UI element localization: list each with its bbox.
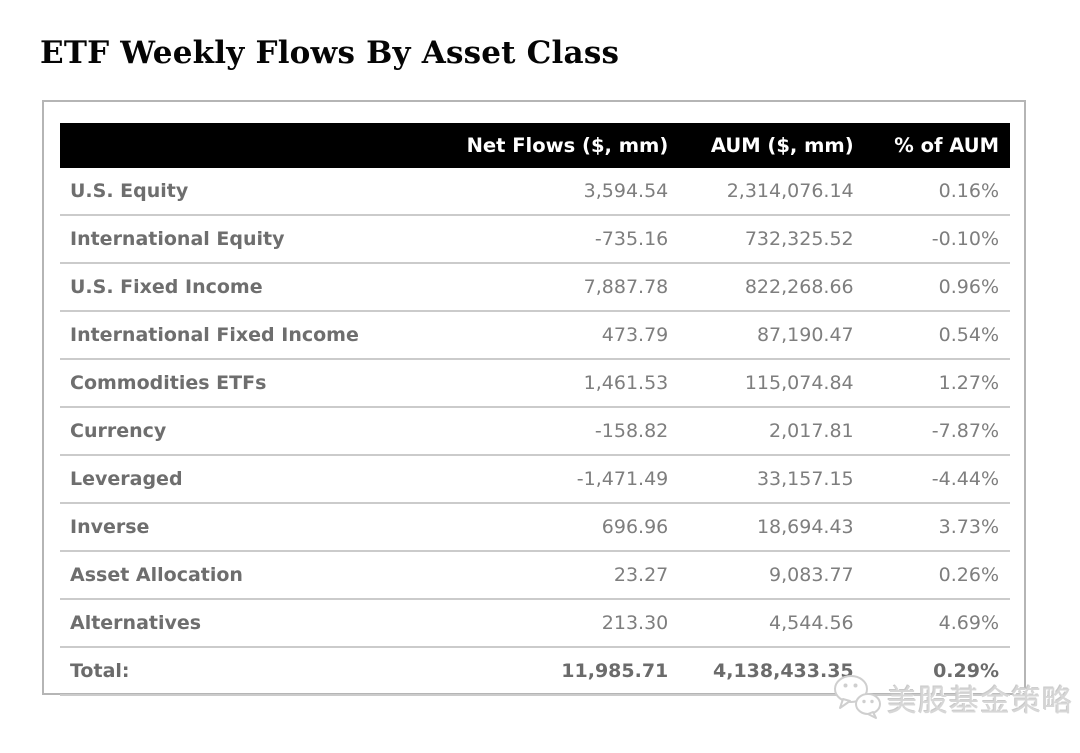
row-aum-value: 33,157.15 — [668, 455, 854, 504]
row-pct-of-aum-value: 0.54% — [853, 311, 1010, 360]
row-net-flows-value: 1,461.53 — [420, 359, 669, 408]
row-aum-value: 2,314,076.14 — [668, 168, 854, 216]
table-row: Commodities ETFs 1,461.53 115,074.84 1.2… — [60, 359, 1010, 408]
table-row: Currency -158.82 2,017.81 -7.87% — [60, 407, 1010, 456]
row-net-flows-value: -735.16 — [420, 215, 669, 264]
row-net-flows-value: -158.82 — [420, 407, 669, 456]
row-pct-of-aum-value: -0.10% — [853, 215, 1010, 264]
row-aum-value: 4,544.56 — [668, 599, 854, 648]
row-pct-of-aum-value: -7.87% — [853, 407, 1010, 456]
table-header-row: Net Flows ($, mm) AUM ($, mm) % of AUM — [60, 123, 1010, 168]
total-label: Total: — [60, 647, 421, 696]
row-asset-class-label: Leveraged — [60, 455, 421, 504]
row-asset-class-label: U.S. Fixed Income — [60, 263, 421, 312]
header-aum: AUM ($, mm) — [710, 134, 854, 157]
row-net-flows-value: -1,471.49 — [420, 455, 669, 504]
header-pct-of-aum: % of AUM — [894, 134, 999, 157]
table-total-row: Total: 11,985.71 4,138,433.35 0.29% — [60, 647, 1010, 696]
row-net-flows-value: 3,594.54 — [420, 168, 669, 216]
row-pct-of-aum-value: 1.27% — [853, 359, 1010, 408]
row-aum-value: 2,017.81 — [668, 407, 854, 456]
row-asset-class-label: Commodities ETFs — [60, 359, 421, 408]
row-asset-class-label: Inverse — [60, 503, 421, 552]
row-net-flows-value: 696.96 — [420, 503, 669, 552]
table-row: U.S. Equity 3,594.54 2,314,076.14 0.16% — [60, 168, 1010, 216]
table-row: Asset Allocation 23.27 9,083.77 0.26% — [60, 551, 1010, 600]
row-aum-value: 87,190.47 — [668, 311, 854, 360]
row-aum-value: 115,074.84 — [668, 359, 854, 408]
row-pct-of-aum-value: 3.73% — [853, 503, 1010, 552]
row-pct-of-aum-value: -4.44% — [853, 455, 1010, 504]
row-asset-class-label: Alternatives — [60, 599, 421, 648]
total-aum: 4,138,433.35 — [668, 647, 854, 696]
header-asset-class — [60, 123, 421, 168]
row-aum-value: 18,694.43 — [668, 503, 854, 552]
row-net-flows-value: 213.30 — [420, 599, 669, 648]
row-net-flows-value: 473.79 — [420, 311, 669, 360]
row-aum-value: 822,268.66 — [668, 263, 854, 312]
table-body: U.S. Equity 3,594.54 2,314,076.14 0.16% … — [60, 168, 1010, 648]
row-pct-of-aum-value: 0.96% — [853, 263, 1010, 312]
table-row: International Equity -735.16 732,325.52 … — [60, 215, 1010, 264]
etf-flows-table-card: Net Flows ($, mm) AUM ($, mm) % of AUM U… — [42, 100, 1026, 696]
row-aum-value: 732,325.52 — [668, 215, 854, 264]
row-net-flows-value: 23.27 — [420, 551, 669, 600]
page-title: ETF Weekly Flows By Asset Class — [40, 35, 620, 71]
row-asset-class-label: International Equity — [60, 215, 421, 264]
total-net-flows: 11,985.71 — [420, 647, 669, 696]
header-net-flows: Net Flows ($, mm) — [466, 134, 669, 157]
watermark-text: 美股基金策略 — [887, 684, 1073, 719]
total-pct-of-aum: 0.29% — [853, 647, 1010, 696]
table-row: U.S. Fixed Income 7,887.78 822,268.66 0.… — [60, 263, 1010, 312]
table-row: Alternatives 213.30 4,544.56 4.69% — [60, 599, 1010, 648]
table-row: International Fixed Income 473.79 87,190… — [60, 311, 1010, 360]
row-asset-class-label: Asset Allocation — [60, 551, 421, 600]
row-pct-of-aum-value: 0.26% — [853, 551, 1010, 600]
row-pct-of-aum-value: 4.69% — [853, 599, 1010, 648]
row-asset-class-label: International Fixed Income — [60, 311, 421, 360]
etf-flows-table: Net Flows ($, mm) AUM ($, mm) % of AUM U… — [60, 123, 1010, 696]
row-aum-value: 9,083.77 — [668, 551, 854, 600]
watermark: 美股基金策略 — [831, 672, 1073, 724]
row-asset-class-label: U.S. Equity — [60, 168, 421, 216]
row-asset-class-label: Currency — [60, 407, 421, 456]
wechat-icon — [831, 672, 883, 724]
row-net-flows-value: 7,887.78 — [420, 263, 669, 312]
row-pct-of-aum-value: 0.16% — [853, 168, 1010, 216]
table-row: Inverse 696.96 18,694.43 3.73% — [60, 503, 1010, 552]
table-row: Leveraged -1,471.49 33,157.15 -4.44% — [60, 455, 1010, 504]
